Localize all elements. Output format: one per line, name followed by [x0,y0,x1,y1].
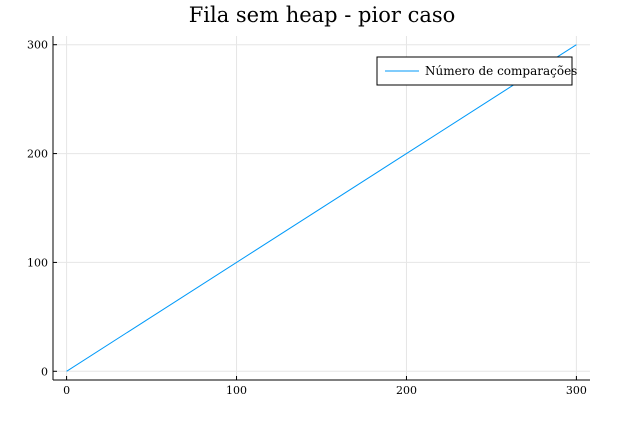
axes [52,36,590,381]
x-tick-label: 0 [63,384,70,397]
series-line [66,44,577,372]
y-tick-label: 100 [27,256,48,269]
y-tick-label: 0 [41,365,48,378]
legend-label: Número de comparações [425,64,577,78]
x-tick-label: 200 [396,384,417,397]
tick-labels: 0 100 200 300 0 100 200 300 [27,39,587,397]
legend: Número de comparações [376,56,577,86]
y-tick-label: 300 [27,39,48,52]
x-tick-label: 100 [226,384,247,397]
series [66,44,577,372]
chart-title: Fila sem heap - pior caso [189,3,456,27]
x-tick-label: 300 [566,384,587,397]
grid [53,36,590,380]
y-tick-label: 200 [27,148,48,161]
